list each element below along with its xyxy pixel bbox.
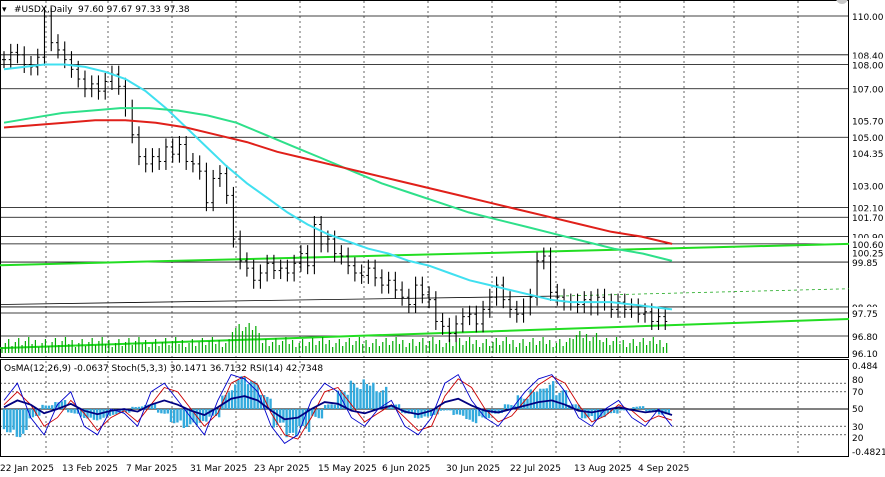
ema-slow-line xyxy=(3,119,673,245)
price-tick-label: 105.70 xyxy=(852,117,884,127)
channel-lower-line xyxy=(0,318,850,350)
indicator-tick-label: 20 xyxy=(852,434,864,444)
time-tick-label: 7 Mar 2025 xyxy=(126,464,177,474)
price-tick-label: 100.25 xyxy=(852,249,884,259)
ema-fast-line xyxy=(3,63,673,311)
level-label-bg xyxy=(849,211,885,224)
vertical-grid xyxy=(45,1,799,457)
time-tick-label: 4 Sep 2025 xyxy=(638,464,689,474)
indicator-label-bg xyxy=(849,360,885,371)
level-label-bg xyxy=(849,48,885,61)
indicator-label-bg xyxy=(849,432,885,443)
level-label-bg xyxy=(849,330,885,343)
indicator-layer xyxy=(0,373,849,445)
ema-mid-line xyxy=(3,107,673,262)
rsi-line xyxy=(3,395,673,421)
price-tick-label: 104.35 xyxy=(852,150,884,160)
level-label: 110.00 xyxy=(852,13,884,23)
level-label-bg xyxy=(849,256,885,269)
level-label-bg xyxy=(849,237,885,250)
price-tick-label: 103.00 xyxy=(852,183,884,193)
ohlc-label: 97.60 97.67 97.33 97.38 xyxy=(78,5,190,15)
time-tick-label: 22 Jan 2025 xyxy=(0,464,54,474)
level-label: 108.00 xyxy=(852,61,884,71)
level-label-bg xyxy=(849,82,885,95)
level-label: 105.00 xyxy=(852,134,884,144)
level-label: 108.40 xyxy=(852,52,884,62)
indicator-tick-label: 50 xyxy=(852,405,864,415)
indicator-tick-label: -0.4821 xyxy=(852,448,885,458)
support-line xyxy=(0,295,561,305)
level-label-bg xyxy=(849,306,885,319)
level-label: 102.10 xyxy=(852,205,884,215)
support-line-projection xyxy=(559,288,850,297)
time-tick-label: 13 Feb 2025 xyxy=(62,464,118,474)
level-label: 107.00 xyxy=(852,86,884,96)
indicator-label-bg xyxy=(849,446,885,457)
indicator-tick-label: 70 xyxy=(852,388,864,398)
indicator-label-bg xyxy=(849,403,885,414)
stoch-signal-line xyxy=(3,375,673,440)
level-label-bg xyxy=(849,10,885,22)
close-panel-icon[interactable] xyxy=(836,0,848,4)
time-axis: 22 Jan 2025 13 Feb 2025 7 Mar 2025 31 Mar 2… xyxy=(0,464,689,474)
level-label: 101.70 xyxy=(852,214,884,224)
time-tick-label: 23 Apr 2025 xyxy=(254,464,310,474)
indicator-tick-label: 0.484 xyxy=(852,362,878,372)
indicator-label-bg xyxy=(849,374,885,385)
indicator-tick-label: 80 xyxy=(852,376,864,386)
time-tick-label: 31 Mar 2025 xyxy=(190,464,247,474)
level-label-bg xyxy=(849,201,885,214)
symbol-menu-icon[interactable]: ▾ xyxy=(2,5,7,15)
level-label-bg xyxy=(849,58,885,71)
price-tick-label: 96.10 xyxy=(852,350,878,360)
level-label: 97.75 xyxy=(852,310,878,320)
level-label: 99.85 xyxy=(852,259,878,269)
symbol-label: #USDX,Daily xyxy=(14,5,73,15)
indicator-panel xyxy=(0,359,849,457)
time-tick-label: 15 May 2025 xyxy=(318,464,377,474)
indicator-label-bg xyxy=(849,421,885,432)
time-tick-label: 6 Jun 2025 xyxy=(382,464,430,474)
time-tick-label: 13 Aug 2025 xyxy=(574,464,632,474)
price-layer xyxy=(0,7,850,353)
level-label: 100.60 xyxy=(852,241,884,251)
time-tick-label: 30 Jun 2025 xyxy=(446,464,500,474)
indicator-tick-label: 30 xyxy=(852,423,864,433)
level-label-bg xyxy=(849,131,885,144)
time-tick-label: 22 Jul 2025 xyxy=(510,464,561,474)
indicator-label-bg xyxy=(849,386,885,397)
indicator-header: OsMA(12,26,9) -0.0637 Stoch(5,3,3) 30.14… xyxy=(4,364,323,374)
level-label: 96.80 xyxy=(852,333,878,343)
main-panel xyxy=(0,0,849,358)
channel-upper-line xyxy=(0,242,850,267)
